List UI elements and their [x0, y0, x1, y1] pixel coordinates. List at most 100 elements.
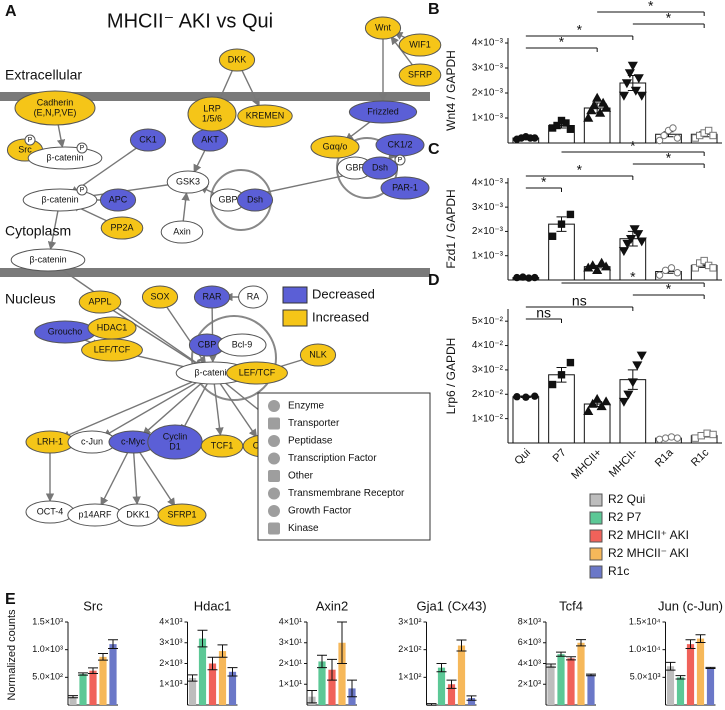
significance-label: *	[630, 269, 636, 285]
bar	[99, 656, 107, 705]
data-point	[513, 273, 521, 282]
error-bar	[108, 639, 118, 650]
y-tick-label: 2×10³	[518, 679, 541, 689]
y-tick-label: 3×10²	[398, 616, 421, 626]
data-point	[618, 91, 629, 101]
node-label: Src	[18, 144, 32, 154]
error-bar	[566, 656, 576, 661]
phospho-label: P	[398, 157, 403, 164]
node-label: Gαq/o	[323, 141, 348, 151]
legend-label: R2 MHCII⁺ AKI	[608, 528, 689, 542]
data-point	[629, 225, 640, 235]
data-point	[632, 361, 643, 371]
cell-membrane	[0, 92, 430, 101]
x-tick-label: R1a	[653, 446, 676, 469]
node-label: Cyclin	[163, 431, 188, 441]
data-point	[700, 256, 708, 265]
legend-label: R2 P7	[608, 510, 642, 524]
node-label: GBP	[218, 194, 237, 204]
node-label: β-catenin	[29, 254, 66, 264]
data-point	[583, 112, 594, 122]
bar	[547, 665, 555, 705]
pathway-node	[193, 285, 231, 309]
data-point	[636, 351, 647, 361]
data-point	[633, 230, 644, 240]
legend-swatch	[282, 286, 308, 304]
node-label: CBP	[198, 339, 217, 349]
bar	[587, 674, 595, 705]
pathway-node	[81, 338, 143, 362]
node-label: APPL	[88, 296, 111, 306]
shape-icon	[268, 487, 280, 500]
pathway-node	[157, 503, 207, 527]
data-point	[636, 91, 647, 101]
node-label: DKK	[228, 54, 247, 64]
compartment-label: Nucleus	[5, 291, 56, 307]
shape-legend: Enzyme Transporter Peptidase Transcription …	[268, 400, 405, 535]
bar	[69, 696, 77, 705]
pathway-node	[361, 156, 399, 180]
panel-letter: B	[428, 1, 440, 18]
y-tick-label: 5.0×10²	[32, 672, 63, 682]
data-point	[624, 69, 635, 79]
pathway-node	[398, 33, 442, 57]
legend-swatch	[589, 529, 603, 543]
phospho-label: P	[28, 137, 33, 144]
significance-label: *	[666, 150, 672, 166]
bar	[208, 663, 217, 705]
bar	[228, 671, 237, 705]
data-point	[697, 431, 705, 440]
significance-label: *	[630, 138, 636, 154]
node-label: PAR-1	[392, 182, 418, 192]
error-bar	[456, 639, 467, 652]
significance-label: ns	[572, 293, 587, 309]
chart-title: Hdac1	[194, 598, 232, 613]
shape-legend-label: Kinase	[288, 523, 319, 534]
pathway-node	[187, 96, 237, 132]
y-tick-label: 1×10⁻³	[472, 250, 504, 261]
pathway-nodes: Cadherin(E,N,P,VE) Src β-catenin CK1 AKT DKK L…	[6, 16, 442, 527]
legend-label: R2 Qui	[608, 492, 645, 506]
data-point	[557, 220, 566, 228]
shape-legend-label: Transporter	[288, 418, 340, 429]
pathway-node	[226, 361, 288, 385]
node-label: Wnt	[375, 22, 392, 32]
pathway-node	[22, 188, 98, 212]
complex-outline	[191, 315, 277, 401]
legend-swatch	[282, 309, 308, 327]
pathway-node	[100, 216, 144, 240]
shape-icon	[268, 452, 280, 465]
data-point	[673, 269, 682, 277]
node-label: D1	[169, 441, 181, 451]
y-tick-label: 3×10⁻²	[472, 365, 504, 376]
phospho-label: P	[80, 145, 85, 152]
shape-legend-label: Transmembrane Receptor	[288, 488, 405, 499]
data-point	[630, 86, 641, 96]
node-label: WIF1	[409, 39, 431, 49]
y-tick-label: 1×10¹	[279, 679, 302, 689]
bar	[467, 698, 476, 705]
legend-label: R1c	[608, 564, 629, 578]
node-label: Dsh	[247, 194, 263, 204]
data-point	[566, 125, 575, 133]
node-label: LEF/TCF	[239, 367, 276, 377]
data-point	[709, 131, 717, 140]
y-axis-title: Fzd1 / GAPDH	[444, 189, 458, 268]
pathway-node	[218, 48, 256, 72]
pathway-node	[299, 343, 337, 367]
legend-label: Decreased	[312, 286, 375, 301]
data-point	[636, 237, 647, 247]
chart-title: Jun (c-Jun)	[658, 598, 723, 613]
error-bar	[197, 629, 208, 648]
node-label: Groucho	[48, 326, 83, 336]
legend-label: Increased	[312, 309, 369, 324]
data-point	[601, 102, 612, 112]
y-tick-label: 3×10³	[159, 637, 182, 647]
panel-letter: D	[428, 272, 440, 289]
phospho-site	[24, 134, 36, 146]
data-point	[562, 119, 570, 127]
y-axis-title: Lrp6 / GAPDH	[444, 338, 458, 415]
data-point	[525, 274, 533, 282]
data-point	[709, 264, 717, 272]
data-point	[519, 273, 527, 281]
